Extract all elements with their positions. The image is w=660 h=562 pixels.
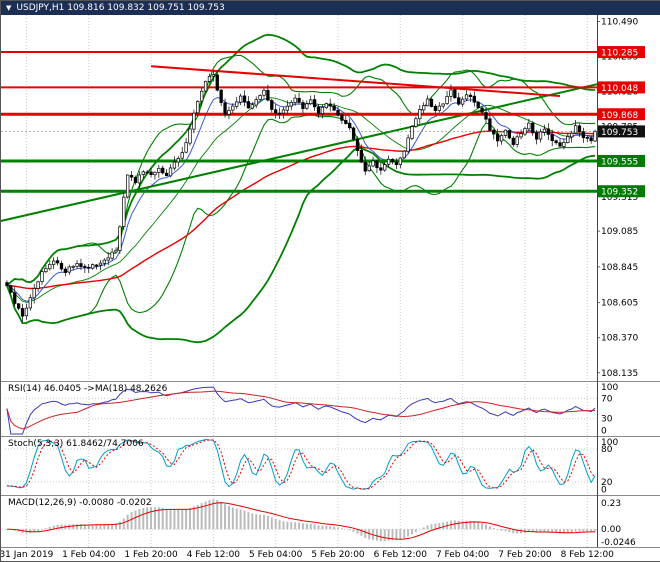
chart-header-bar[interactable]: ▼ USDJPY,H1 109.816 109.832 109.751 109.… (1, 1, 660, 15)
horizontal-levels[interactable] (1, 51, 597, 193)
trendline-ascending-support (1, 83, 597, 222)
svg-text:30: 30 (601, 415, 613, 425)
svg-text:108.370: 108.370 (601, 334, 638, 344)
macd-indicator-label: MACD(12,26,9) -0.0080 -0.0202 (8, 498, 152, 508)
symbol-dropdown-icon[interactable]: ▼ (6, 4, 12, 12)
svg-text:109.352: 109.352 (601, 188, 638, 198)
svg-text:108.605: 108.605 (601, 299, 638, 309)
main-price-panel (1, 33, 660, 344)
price-badge-green (598, 154, 645, 167)
svg-text:-0.0246: -0.0246 (601, 538, 636, 548)
svg-text:70: 70 (601, 394, 613, 404)
fast-ma-blue (6, 96, 596, 302)
svg-text:108.845: 108.845 (601, 263, 638, 273)
svg-text:110.048: 110.048 (601, 84, 638, 94)
stoch-panel (5, 438, 597, 490)
time-axis[interactable]: 31 Jan 2019 1 Feb 04:00 1 Feb 20:00 4 Feb 1… (1, 550, 614, 560)
candles-layer (5, 70, 597, 322)
svg-text:109.555: 109.555 (601, 157, 638, 167)
svg-text:1 Feb 04:00: 1 Feb 04:00 (62, 550, 116, 560)
trendline-descending-resistance (150, 65, 561, 98)
macd-signal-line (6, 502, 596, 540)
svg-text:109.085: 109.085 (601, 227, 638, 237)
price-badge-red (598, 46, 645, 59)
trendlines[interactable] (1, 65, 660, 222)
price-badge-green (598, 185, 645, 198)
svg-text:108.135: 108.135 (601, 369, 638, 379)
svg-text:100: 100 (601, 438, 618, 448)
svg-text:109.868: 109.868 (601, 111, 638, 121)
svg-text:109.753: 109.753 (601, 128, 638, 138)
bb-inner-upper (6, 54, 596, 287)
macd-panel (5, 499, 597, 542)
svg-text:31 Jan 2019: 31 Jan 2019 (1, 550, 54, 560)
bb-outer-lower (6, 147, 596, 344)
svg-text:0: 0 (601, 486, 607, 496)
bb-inner-lower (6, 114, 596, 324)
svg-text:80: 80 (601, 445, 613, 455)
price-badge-red (598, 81, 645, 94)
symbol-ohlc-info: USDJPY,H1 109.816 109.832 109.751 109.75… (16, 3, 225, 13)
svg-text:7 Feb 04:00: 7 Feb 04:00 (436, 550, 490, 560)
svg-text:6 Feb 12:00: 6 Feb 12:00 (374, 550, 428, 560)
price-axis[interactable]: 110.490110.255110.020109.785109.550109.3… (597, 17, 645, 379)
svg-text:5 Feb 20:00: 5 Feb 20:00 (311, 550, 365, 560)
price-badge-red (598, 108, 645, 121)
svg-text:0: 0 (601, 427, 607, 437)
svg-text:0.00: 0.00 (601, 525, 621, 535)
svg-text:8 Feb 12:00: 8 Feb 12:00 (561, 550, 615, 560)
svg-text:7 Feb 20:00: 7 Feb 20:00 (498, 550, 552, 560)
rsi-line (6, 386, 596, 435)
rsi-indicator-label: RSI(14) 46.0405 ->MA(18) 48.2626 (8, 384, 168, 394)
svg-text:109.315: 109.315 (601, 193, 638, 203)
stoch-indicator-label: Stoch(5,3,3) 61.8462/74.7006 (8, 439, 144, 449)
svg-text:110.490: 110.490 (601, 17, 638, 27)
price-badge-black (598, 125, 645, 138)
macd-axis[interactable]: 0.23 0.00 -0.0246 (601, 499, 636, 548)
svg-text:5 Feb 04:00: 5 Feb 04:00 (249, 550, 303, 560)
svg-text:4 Feb 12:00: 4 Feb 12:00 (187, 550, 241, 560)
stoch-d-line (6, 439, 596, 490)
rsi-panel (5, 386, 597, 435)
svg-text:20: 20 (601, 478, 613, 488)
svg-text:0.23: 0.23 (601, 499, 621, 509)
svg-text:100: 100 (601, 383, 618, 393)
rsi-ma-line (6, 390, 596, 430)
svg-text:110.285: 110.285 (601, 49, 638, 59)
svg-text:1 Feb 20:00: 1 Feb 20:00 (124, 550, 178, 560)
panel-separators (1, 15, 660, 548)
